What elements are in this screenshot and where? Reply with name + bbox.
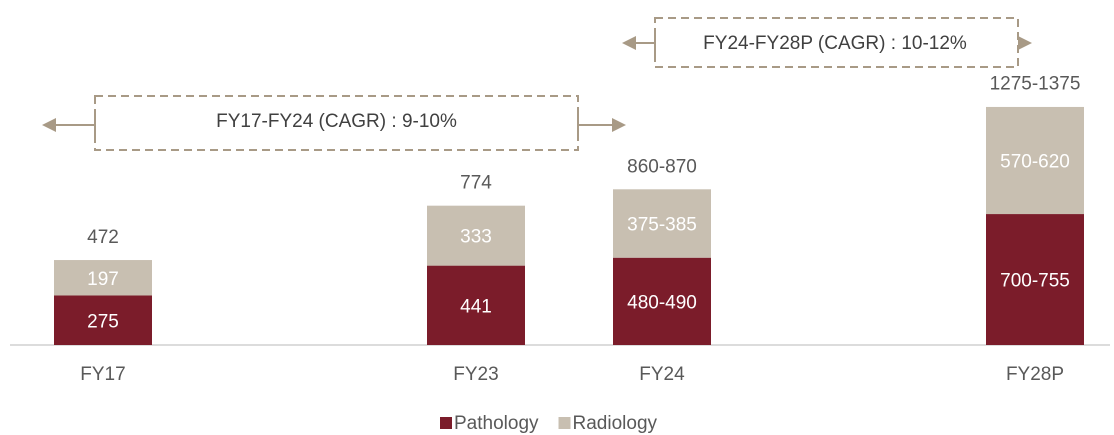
x-tick-label: FY23 — [453, 364, 498, 385]
bar-segment — [613, 257, 711, 345]
data-label: 480-490 — [627, 292, 697, 313]
bar-segment — [986, 106, 1084, 215]
legend-label: Radiology — [573, 413, 658, 434]
arrowhead — [612, 118, 626, 132]
data-label: 333 — [460, 227, 492, 248]
legend-swatch — [558, 417, 571, 429]
data-label: 570-620 — [1000, 152, 1070, 173]
x-tick-label: FY28P — [1006, 364, 1064, 385]
annotation: FY17-FY24 (CAGR) : 9-10% — [216, 111, 457, 132]
bar-segment — [613, 189, 711, 258]
data-label: 700-755 — [1000, 271, 1070, 292]
total-label: 774 — [460, 173, 492, 194]
arrowheads — [42, 36, 1032, 132]
legend-label: Pathology — [454, 413, 539, 434]
bar-segment — [427, 265, 525, 345]
annotation: FY24-FY28P (CAGR) : 10-12% — [703, 33, 967, 54]
arrowhead — [1018, 36, 1032, 50]
total-label: 1275-1375 — [990, 74, 1081, 95]
bar-segment — [54, 260, 152, 296]
bar-segment — [54, 295, 152, 345]
data-label: 375-385 — [627, 215, 697, 236]
total-label: 472 — [87, 227, 119, 248]
arrowhead — [622, 36, 636, 50]
data-label: 441 — [460, 296, 492, 317]
legend-swatch — [440, 417, 452, 429]
data-label: 275 — [87, 311, 119, 332]
x-tick-label: FY24 — [639, 364, 685, 385]
arrowhead — [42, 118, 56, 132]
bar-segment — [986, 214, 1084, 345]
x-tick-label: FY17 — [80, 364, 125, 385]
bar-segment — [427, 205, 525, 266]
data-label: 197 — [87, 269, 119, 290]
total-label: 860-870 — [627, 156, 697, 177]
